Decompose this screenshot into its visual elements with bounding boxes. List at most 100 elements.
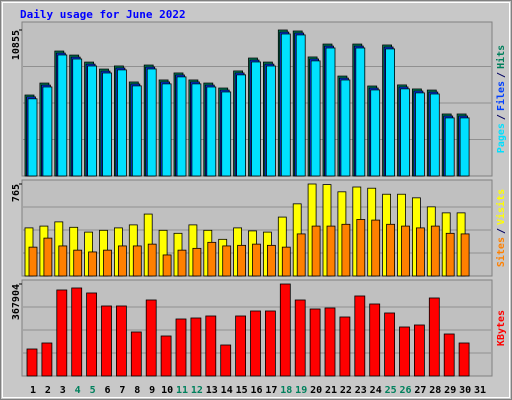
bar	[339, 316, 351, 377]
legend: Pages / Files / Hits	[495, 45, 507, 153]
bar	[443, 333, 455, 377]
x-tick-label: 17	[265, 385, 277, 396]
bar	[192, 247, 202, 277]
bar	[221, 91, 232, 177]
bar	[251, 61, 261, 177]
x-tick-label: 19	[295, 385, 307, 396]
bar	[72, 58, 83, 177]
bar	[206, 86, 217, 177]
bar	[237, 244, 247, 277]
bar	[414, 92, 425, 177]
x-tick-label: 25	[385, 385, 397, 396]
bar	[87, 65, 97, 177]
bar	[252, 243, 261, 277]
bar	[88, 251, 97, 277]
chart-title: Daily usage for June 2022	[20, 8, 186, 21]
bar	[266, 244, 276, 277]
bar	[413, 324, 425, 377]
legend-separator: /	[496, 114, 507, 120]
bar	[146, 68, 157, 177]
bar	[460, 233, 470, 277]
bar	[117, 69, 127, 177]
bar	[294, 299, 306, 377]
bar	[309, 308, 321, 377]
bar	[160, 335, 172, 377]
legend-separator: /	[496, 228, 507, 234]
bar	[145, 299, 157, 377]
bar	[385, 48, 396, 177]
bar	[191, 83, 202, 177]
bar	[428, 297, 440, 377]
bar	[116, 305, 127, 377]
x-tick-label: 11	[176, 385, 188, 396]
bar	[236, 74, 247, 177]
x-tick-label: 14	[221, 385, 233, 396]
x-tick-label: 30	[459, 385, 471, 396]
x-tick-label: 3	[60, 385, 66, 396]
legend: Sites / Visits	[495, 189, 507, 267]
bar	[26, 348, 38, 377]
x-tick-label: 9	[149, 385, 155, 396]
x-tick-label: 4	[75, 385, 81, 396]
bar	[311, 225, 321, 277]
legend-entry: Pages	[496, 123, 507, 153]
legend-entry: Files	[495, 81, 507, 111]
bar	[371, 219, 381, 277]
bar	[325, 47, 336, 177]
bar	[132, 245, 142, 277]
bar	[429, 93, 440, 177]
legend: KBytes	[496, 310, 507, 346]
x-tick-label: 13	[206, 385, 218, 396]
bar	[73, 249, 83, 277]
bar	[27, 98, 38, 177]
bar	[207, 241, 217, 277]
bar	[280, 33, 291, 177]
bar	[161, 83, 172, 177]
x-tick-label: 20	[310, 385, 322, 396]
x-tick-label: 5	[90, 385, 96, 396]
bar	[250, 310, 261, 377]
x-tick-label: 10	[161, 385, 173, 396]
bar	[118, 245, 127, 277]
bar	[459, 117, 470, 177]
x-tick-label: 24	[370, 385, 382, 396]
bar	[430, 225, 440, 277]
bar	[58, 245, 68, 277]
bar	[265, 65, 276, 177]
bar	[101, 305, 112, 377]
x-tick-label: 16	[250, 385, 262, 396]
bar	[340, 79, 351, 177]
bar	[310, 60, 321, 177]
x-tick-label: 18	[280, 385, 292, 396]
x-tick-label: 6	[104, 385, 110, 396]
legend-entry: Sites	[495, 237, 507, 267]
bar	[370, 89, 381, 177]
x-tick-label: 21	[325, 385, 337, 396]
bar	[399, 326, 410, 377]
bar	[444, 117, 455, 177]
x-tick-label: 26	[399, 385, 411, 396]
x-tick-label: 29	[444, 385, 456, 396]
x-tick-label: 15	[236, 385, 248, 396]
bar	[103, 249, 112, 277]
bar	[28, 246, 38, 277]
x-tick-label: 1	[30, 385, 36, 396]
bar	[400, 88, 410, 177]
bar	[324, 307, 336, 377]
bar	[415, 227, 425, 277]
bar	[56, 289, 68, 377]
bar	[57, 54, 68, 177]
bar	[235, 315, 247, 377]
bar	[86, 292, 97, 377]
x-tick-label: 12	[191, 385, 203, 396]
bar	[162, 254, 172, 277]
bar	[279, 283, 291, 377]
bar	[131, 85, 142, 177]
x-tick-label: 8	[134, 385, 140, 396]
y-tick-label: 367904	[11, 284, 22, 320]
bar	[458, 342, 470, 377]
bar	[341, 223, 351, 277]
x-tick-label: 27	[414, 385, 426, 396]
